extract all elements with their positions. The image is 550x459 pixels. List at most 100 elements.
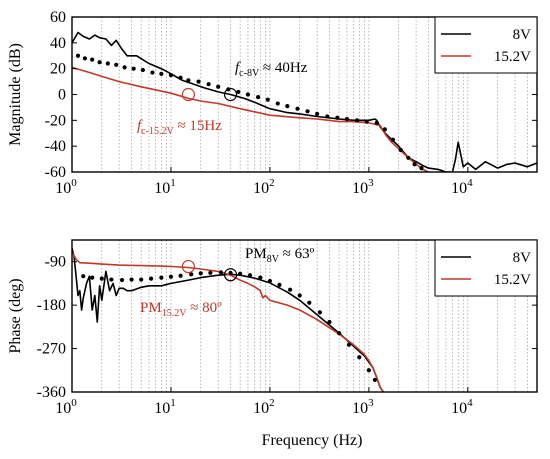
model-point-8V [90,57,95,62]
x-tick-label: 104 [451,177,473,197]
model-point-8V [372,377,377,383]
x-tick-label: 102 [253,177,275,197]
model-point-8V [335,115,340,120]
y-axis-label: Phase (deg) [7,278,24,353]
model-point-8V [90,275,95,280]
model-point-8V [258,275,263,280]
model-point-8V [208,270,213,275]
model-point-8V [406,155,411,160]
model-point-8V [75,53,81,58]
model-point-8V [305,109,310,114]
model-point-8V [382,127,387,132]
legend: 8V 15.2V [434,239,538,297]
legend-entry-label: 8V [513,250,532,266]
model-point-8V [186,78,191,83]
model-point-8V [364,119,369,124]
model-point-8V [307,300,312,305]
model-point-8V [398,147,403,153]
x-tick-label: 104 [451,397,473,417]
model-point-8V [198,271,203,276]
model-point-8V [139,277,144,282]
model-point-8V [81,274,86,279]
plot-frame [71,239,538,393]
model-point-8V [267,278,273,284]
model-point-8V [315,111,320,116]
model-point-8V [228,270,233,275]
x-tick-label: 101 [154,177,176,197]
model-point-8V [149,276,154,281]
model-point-8V [366,368,371,373]
legend: 8V 15.2V [434,16,538,74]
model-point-8V [236,89,241,95]
model-point-8V [168,73,174,78]
legend-entry-label: 15.2V [494,49,531,65]
legend-entry-label: 15.2V [494,272,531,288]
model-point-8V [159,71,164,76]
x-tick-label: 103 [352,397,374,417]
model-point-8V [346,342,352,347]
model-point-8V [218,270,224,275]
x-tick-label: 100 [55,397,77,417]
model-point-8V [295,106,300,111]
model-point-8V [97,60,102,65]
model-point-8V [275,101,280,106]
y-tick-label: -90 [45,254,66,271]
series-line-8V [72,31,537,172]
y-tick-label: 60 [50,9,66,26]
model-point-8V [247,273,253,278]
y-tick-label: -40 [45,138,66,155]
model-point-8V [178,273,183,278]
legend-entry-label: 8V [513,27,532,43]
model-point-8V [336,331,342,336]
x-axis-label: Frequency (Hz) [262,432,363,449]
model-point-8V [256,94,261,100]
x-tick-label: 102 [253,397,275,417]
model-point-8V [288,287,293,292]
model-point-8V [131,66,136,71]
model-point-8V [105,61,110,66]
model-point-8V [285,104,290,109]
crossover-marker [181,87,195,102]
y-axis-label: Magnitude (dB) [7,43,24,146]
y-tick-label: -270 [37,341,66,358]
model-point-8V [277,282,282,287]
y-tick-label: -360 [37,384,66,401]
model-point-8V [189,272,194,277]
model-point-8V [129,277,134,282]
x-tick-label: 100 [55,177,77,197]
y-tick-label: 20 [50,61,66,78]
model-point-8V [206,82,211,87]
model-point-8V [109,277,114,282]
model-point-8V [119,277,125,283]
x-tick-label: 103 [352,177,374,197]
model-point-8V [327,319,332,325]
model-point-8V [196,79,201,84]
series-group [72,248,384,392]
model-point-8V [238,271,243,276]
model-point-8V [354,118,360,123]
model-point-8V [178,75,183,80]
model-point-8V [245,92,251,97]
model-point-8V [412,162,417,167]
model-point-8V [325,114,330,119]
model-point-8V [159,275,164,280]
model-point-8V [297,293,302,298]
y-tick-label: -60 [45,164,66,181]
y-tick-label: -20 [45,112,66,129]
model-point-8V [168,274,174,279]
annotation-label: fc-15.2V ≈ 15Hz [137,118,222,137]
model-point-8V [344,116,350,122]
model-point-8V [140,67,145,73]
series-group [72,31,537,172]
model-point-8V [216,84,221,89]
annotation-label: fc-8V ≈ 40Hz [235,60,308,79]
series-line-15-2V [72,251,384,392]
model-point-8V [265,97,270,102]
model-point-8V [317,310,323,315]
annotation-label: PM8V ≈ 63º [245,246,315,265]
model-point-8V [114,62,119,67]
model-point-8V [419,166,424,171]
